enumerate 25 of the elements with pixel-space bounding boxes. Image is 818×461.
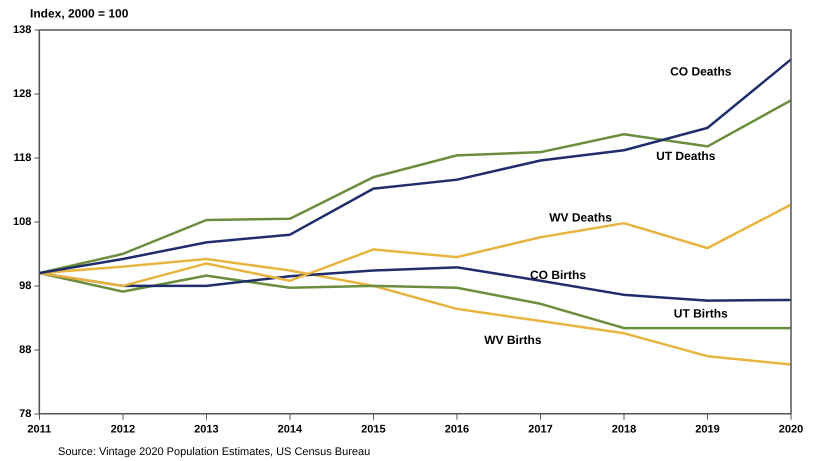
y-tick-label: 128 xyxy=(12,88,32,100)
y-tick-label: 138 xyxy=(12,24,32,36)
series-label: CO Deaths xyxy=(670,64,732,79)
x-tick-label: 2014 xyxy=(278,423,304,436)
x-tick-label: 2015 xyxy=(361,423,386,436)
x-tick-label: 2018 xyxy=(612,423,636,436)
series-label: CO Births xyxy=(530,268,586,282)
series-label: UT Deaths xyxy=(656,148,716,163)
y-tick-label: 88 xyxy=(19,344,32,356)
y-axis-title: Index, 2000 = 100 xyxy=(30,6,129,20)
x-tick-label: 2020 xyxy=(778,423,804,436)
y-tick-label: 118 xyxy=(14,152,32,164)
y-tick-label: 98 xyxy=(19,280,32,292)
source-note: Source: Vintage 2020 Population Estimates, US Census Bureau xyxy=(58,446,370,458)
y-tick-label: 78 xyxy=(19,408,32,420)
x-tick-label: 2013 xyxy=(194,423,219,436)
series-label: WV Births xyxy=(484,333,542,348)
y-tick-label: 108 xyxy=(12,216,32,228)
series-label: WV Deaths xyxy=(549,210,612,224)
x-tick-label: 2016 xyxy=(444,423,470,436)
x-tick-label: 2019 xyxy=(695,423,720,436)
x-tick-label: 2011 xyxy=(27,423,52,436)
x-tick-label: 2017 xyxy=(528,423,553,436)
x-tick-label: 2012 xyxy=(110,423,136,436)
series-label: UT Births xyxy=(674,306,728,320)
